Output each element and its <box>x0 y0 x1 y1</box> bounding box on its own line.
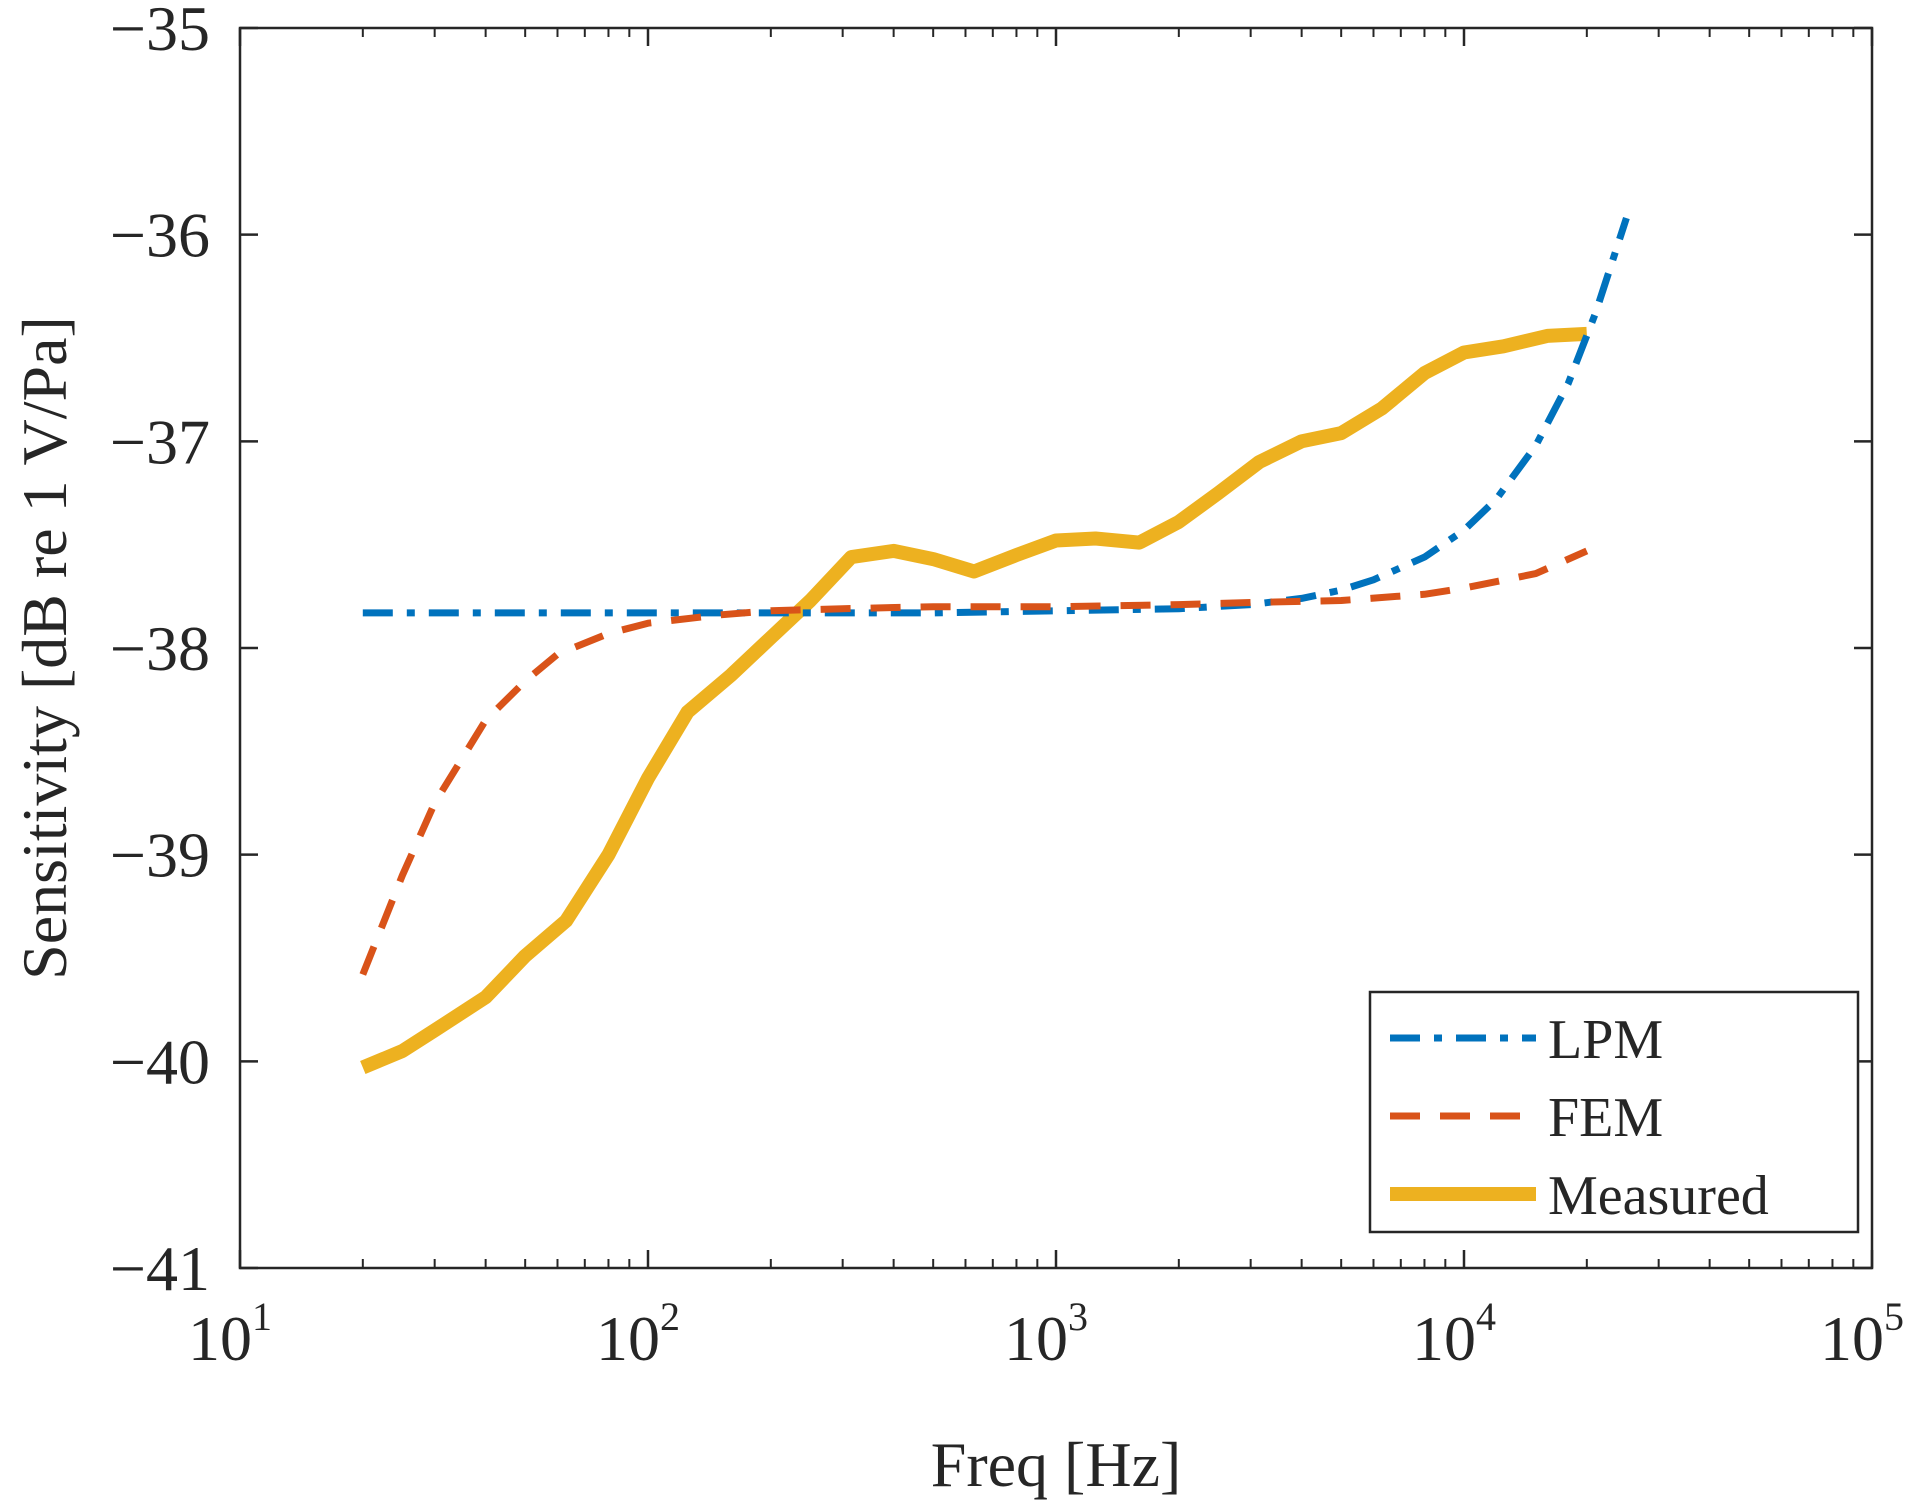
series-layer <box>359 217 1630 1074</box>
x-tick-label: 101 <box>188 1294 272 1374</box>
x-tick-label: 103 <box>1004 1294 1088 1374</box>
x-tick-exponent: 3 <box>1068 1294 1088 1339</box>
y-tick-label: −36 <box>110 200 210 271</box>
y-axis-title: Sensitivity [dB re 1 V/Pa] <box>9 316 80 980</box>
x-tick-exponent: 1 <box>252 1294 272 1339</box>
y-tick-labels: −41 −40 −39 −38 −37 −36 −35 <box>110 0 210 1304</box>
y-tick-label: −38 <box>110 613 210 684</box>
x-tick-label: 104 <box>1412 1294 1496 1374</box>
x-tick-labels: 101 102 103 104 105 <box>188 1294 1904 1374</box>
x-tick-base: 10 <box>596 1303 660 1374</box>
series-line-measured <box>360 326 1588 1074</box>
legend-label-lpm: LPM <box>1548 1009 1663 1071</box>
x-tick-label: 105 <box>1820 1294 1904 1374</box>
x-tick-base: 10 <box>188 1303 252 1374</box>
x-tick-base: 10 <box>1820 1303 1884 1374</box>
y-tick-label: −39 <box>110 820 210 891</box>
x-tick-exponent: 4 <box>1476 1294 1496 1339</box>
legend: LPM FEM Measured <box>1368 990 1860 1234</box>
x-tick-base: 10 <box>1412 1303 1476 1374</box>
x-tick-label: 102 <box>596 1294 680 1374</box>
x-tick-base: 10 <box>1004 1303 1068 1374</box>
y-tick-label: −41 <box>110 1233 210 1304</box>
x-axis-title: Freq [Hz] <box>931 1429 1182 1500</box>
x-tick-exponent: 5 <box>1884 1294 1904 1339</box>
y-tick-label: −37 <box>110 406 210 477</box>
y-tick-label: −35 <box>110 0 210 64</box>
legend-label-measured: Measured <box>1548 1165 1769 1227</box>
legend-label-fem: FEM <box>1548 1087 1663 1149</box>
plot-frame <box>238 26 1874 1270</box>
x-tick-exponent: 2 <box>660 1294 680 1339</box>
y-tick-label: −40 <box>110 1026 210 1097</box>
